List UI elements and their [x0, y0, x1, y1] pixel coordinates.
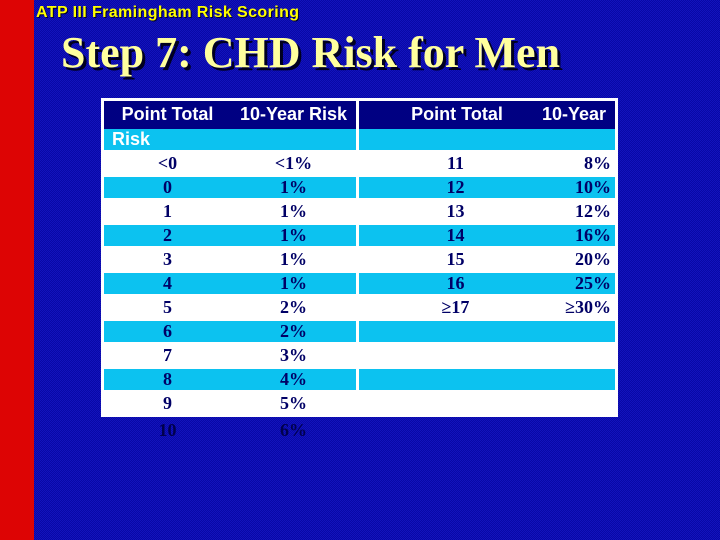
point-total-cell: 13 [446, 201, 465, 221]
header-point-total-right: Point Total [411, 104, 503, 124]
table-subheader-row: Risk [104, 129, 615, 150]
table-row: 9 5% [104, 393, 615, 414]
point-total-cell: 14 [446, 225, 465, 245]
table-row: 5 2% ≥17 ≥30% [104, 297, 615, 318]
risk-cell: 1% [280, 177, 307, 197]
point-total-cell: 4 [163, 273, 172, 293]
risk-cell: 2% [280, 297, 307, 317]
table-row: 6 2% [104, 321, 615, 342]
table-row: 4 1% 16 25% [104, 273, 615, 294]
header-cell-left: Point Total 10-Year Risk [104, 101, 356, 129]
point-total-cell: 8 [163, 369, 172, 389]
slide-eyebrow: ATP III Framingham Risk Scoring [36, 4, 300, 21]
point-total-cell: 6 [163, 321, 172, 341]
risk-cell: 2% [280, 321, 307, 341]
point-total-cell: 0 [163, 177, 172, 197]
header-wrapped-risk: Risk [112, 129, 151, 149]
subheader-cell-left: Risk [104, 129, 356, 150]
table-overflow-row: 10 6% [104, 420, 356, 441]
slide-title: Step 7: CHD Risk for Men [61, 28, 561, 77]
table-row: <0 <1% 11 8% [104, 153, 615, 174]
point-total-cell: 3 [163, 249, 172, 269]
risk-cell [522, 393, 615, 414]
table-row: 7 3% [104, 345, 615, 366]
chd-risk-table: Point Total 10-Year Risk Point Total 10-… [101, 98, 618, 417]
risk-cell: 20% [575, 249, 611, 269]
point-total-cell: 1 [163, 201, 172, 221]
table-row: 1 1% 13 12% [104, 201, 615, 222]
point-total-cell: 16 [446, 273, 465, 293]
risk-cell: 4% [280, 369, 307, 389]
risk-cell: 10% [575, 177, 611, 197]
table-row: 8 4% [104, 369, 615, 390]
risk-cell: 12% [575, 201, 611, 221]
risk-cell: ≥30% [565, 297, 611, 317]
point-total-cell: 2 [163, 225, 172, 245]
table-row: 3 1% 15 20% [104, 249, 615, 270]
point-total-cell: 10 [158, 420, 177, 440]
table-row: 0 1% 12 10% [104, 177, 615, 198]
point-total-cell: 11 [446, 153, 464, 173]
header-10-year-right: 10-Year [542, 104, 607, 124]
risk-cell: 1% [280, 273, 307, 293]
point-total-cell: ≥17 [441, 297, 470, 317]
risk-cell: 6% [280, 420, 307, 440]
risk-cell [522, 369, 615, 390]
risk-cell: 5% [280, 393, 307, 413]
risk-cell: 8% [584, 153, 611, 173]
risk-cell: 25% [575, 273, 611, 293]
red-accent-bar [0, 0, 34, 540]
header-point-total-left: Point Total [121, 104, 214, 124]
risk-cell: 16% [575, 225, 611, 245]
point-total-cell: 7 [163, 345, 172, 365]
point-total-cell: 9 [163, 393, 172, 413]
point-total-cell: 5 [163, 297, 172, 317]
risk-cell: 1% [280, 201, 307, 221]
risk-cell: 1% [280, 225, 307, 245]
subheader-cell-right [359, 129, 615, 150]
point-total-cell: 15 [446, 249, 465, 269]
risk-cell: 3% [280, 345, 307, 365]
point-total-cell: 12 [446, 177, 465, 197]
risk-cell [522, 321, 615, 342]
table-row: 2 1% 14 16% [104, 225, 615, 246]
risk-cell: 1% [280, 249, 307, 269]
point-total-cell: <0 [157, 153, 178, 173]
table-header-row: Point Total 10-Year Risk Point Total 10-… [104, 101, 615, 129]
header-cell-right: Point Total 10-Year [359, 101, 615, 129]
risk-cell [522, 345, 615, 366]
risk-cell: <1% [274, 153, 313, 173]
header-10-year-risk-left: 10-Year Risk [239, 104, 348, 124]
